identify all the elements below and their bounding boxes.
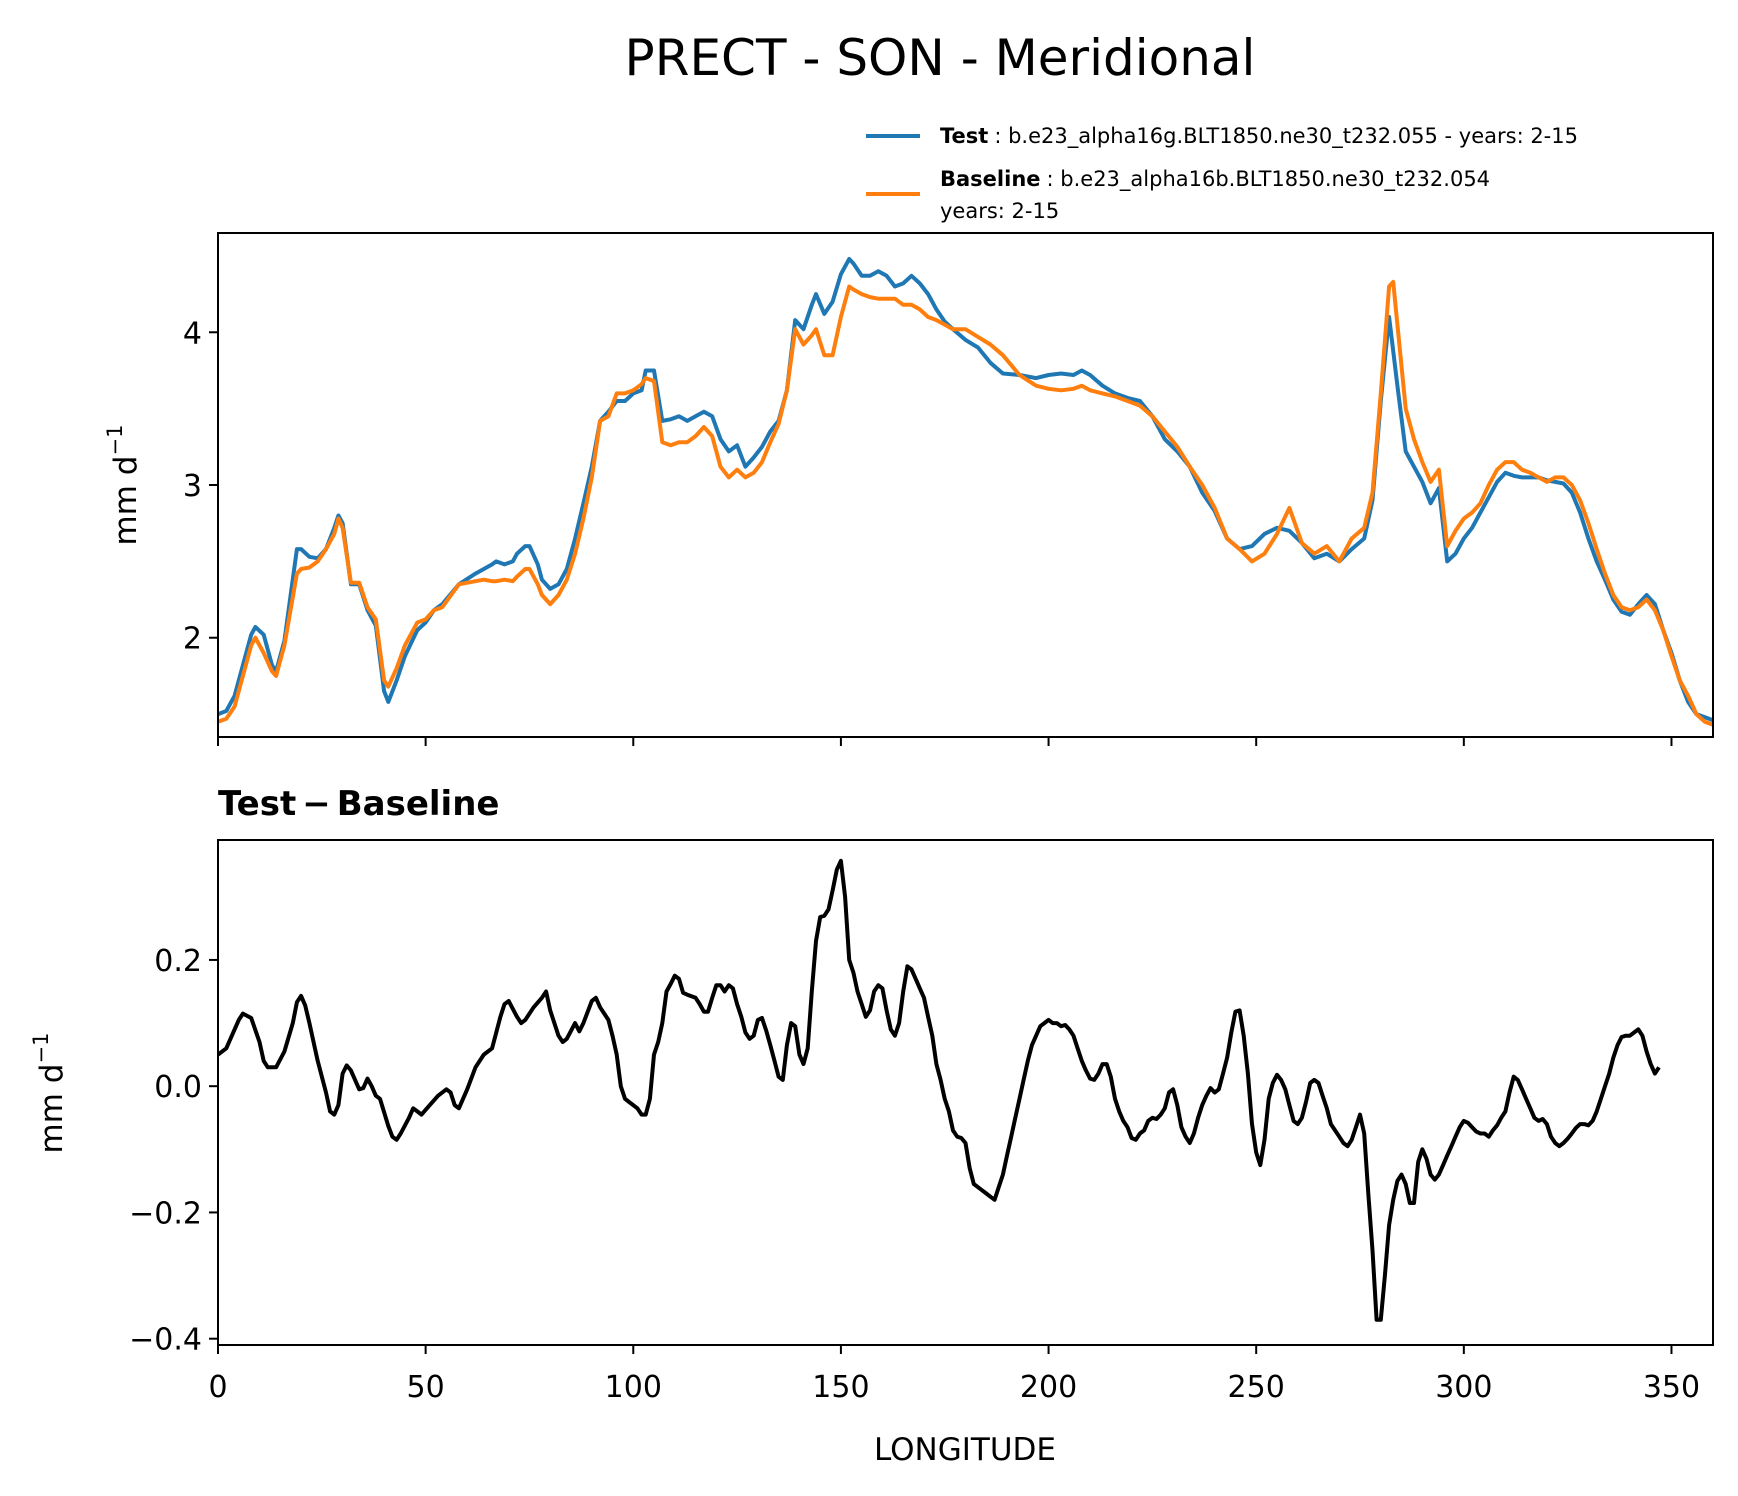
x-tick-label: 50	[407, 1370, 445, 1405]
legend-test-desc: : b.e23_alpha16g.BLT1850.ne30_t232.055 -…	[994, 124, 1578, 149]
bottom-title-left: Test	[218, 784, 296, 824]
bottom-panel: Test − Baseline −0.4 −0.2 0.0 0.2 0 50 100 150 200…	[29, 784, 1714, 1405]
x-tick-label: 100	[605, 1370, 662, 1405]
bottom-series-group	[218, 858, 1661, 1322]
top-panel: 2 3 4 mm d−1	[103, 232, 1714, 746]
bottom-panel-title: Test − Baseline	[218, 784, 499, 824]
legend-baseline-desc-2: years: 2-15	[940, 199, 1059, 223]
bottom-plot-frame	[217, 839, 1714, 1346]
bottom-title-operator: −	[302, 784, 331, 824]
x-tick-label: 300	[1435, 1370, 1492, 1405]
top-ylabel-exponent: −1	[103, 425, 127, 456]
legend-entry-test: Test: b.e23_alpha16g.BLT1850.ne30_t232.0…	[940, 124, 1578, 149]
bottom-ylabel: mm d−1	[29, 1033, 70, 1154]
top-ylabel-text: mm d	[108, 456, 144, 546]
y-tick-label: 2	[183, 622, 202, 657]
legend-entry-baseline: Baseline: b.e23_alpha16b.BLT1850.ne30_t2…	[940, 167, 1490, 192]
series-line-test-baseline	[218, 858, 1661, 1322]
top-series-group	[218, 257, 1713, 727]
x-tick-label: 250	[1228, 1370, 1285, 1405]
legend-baseline-desc: : b.e23_alpha16b.BLT1850.ne30_t232.054	[1047, 167, 1491, 192]
top-ylabel: mm d−1	[103, 425, 144, 546]
y-tick-label: −0.4	[129, 1323, 202, 1358]
legend: Test: b.e23_alpha16g.BLT1850.ne30_t232.0…	[866, 124, 1578, 223]
x-tick-label: 150	[812, 1370, 869, 1405]
bottom-ylabel-exponent: −1	[29, 1033, 53, 1064]
x-tick-label: 200	[1020, 1370, 1077, 1405]
bottom-title-right: Baseline	[337, 784, 500, 824]
y-tick-label: 0.0	[154, 1070, 202, 1105]
legend-test-name: Test	[940, 124, 988, 148]
y-tick-label: 3	[183, 469, 202, 504]
xlabel: LONGITUDE	[874, 1432, 1056, 1468]
y-tick-label: 0.2	[154, 944, 202, 979]
chart-title: PRECT - SON - Meridional	[625, 29, 1256, 87]
series-line-baseline	[218, 279, 1713, 727]
y-tick-label: 4	[183, 316, 202, 351]
legend-baseline-name: Baseline	[940, 167, 1041, 191]
x-tick-label: 350	[1643, 1370, 1700, 1405]
y-tick-label: −0.2	[129, 1196, 202, 1231]
top-axis-ticks: 2 3 4	[183, 316, 1673, 746]
x-tick-label: 0	[208, 1370, 227, 1405]
bottom-ylabel-text: mm d	[34, 1064, 70, 1154]
bottom-axis-ticks: −0.4 −0.2 0.0 0.2 0 50 100 150 200 250 300 350	[129, 944, 1700, 1405]
